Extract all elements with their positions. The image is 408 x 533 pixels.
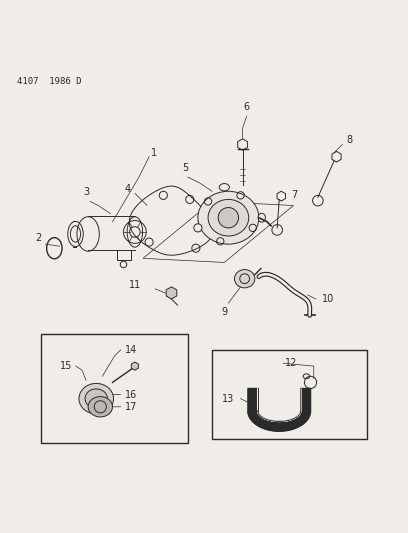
Text: 12: 12: [285, 358, 298, 368]
Ellipse shape: [219, 183, 229, 191]
Text: 1: 1: [151, 148, 157, 158]
Ellipse shape: [208, 199, 249, 236]
Text: 9: 9: [221, 307, 227, 317]
Text: 8: 8: [346, 135, 353, 146]
Ellipse shape: [85, 389, 107, 408]
Text: 16: 16: [125, 390, 137, 400]
Text: 5: 5: [182, 163, 189, 173]
Bar: [212, 350, 367, 439]
Ellipse shape: [235, 270, 255, 288]
Ellipse shape: [88, 397, 113, 417]
Ellipse shape: [194, 224, 202, 232]
Ellipse shape: [68, 221, 83, 247]
Circle shape: [218, 207, 239, 228]
Text: 3: 3: [83, 188, 89, 197]
Text: 10: 10: [322, 294, 334, 304]
Text: 4107  1986 D: 4107 1986 D: [17, 77, 82, 86]
Text: 2: 2: [35, 233, 41, 243]
Text: 13: 13: [222, 394, 235, 403]
Text: 11: 11: [129, 280, 141, 290]
Text: 15: 15: [60, 361, 72, 371]
Text: 14: 14: [125, 345, 137, 355]
Ellipse shape: [79, 383, 113, 414]
Ellipse shape: [258, 213, 265, 222]
Text: 6: 6: [244, 102, 250, 112]
Text: 7: 7: [291, 190, 298, 200]
Polygon shape: [248, 389, 310, 431]
Polygon shape: [258, 389, 301, 422]
Text: 4: 4: [125, 184, 131, 194]
Bar: [41, 334, 188, 443]
Text: 17: 17: [125, 402, 137, 412]
Ellipse shape: [198, 191, 259, 244]
